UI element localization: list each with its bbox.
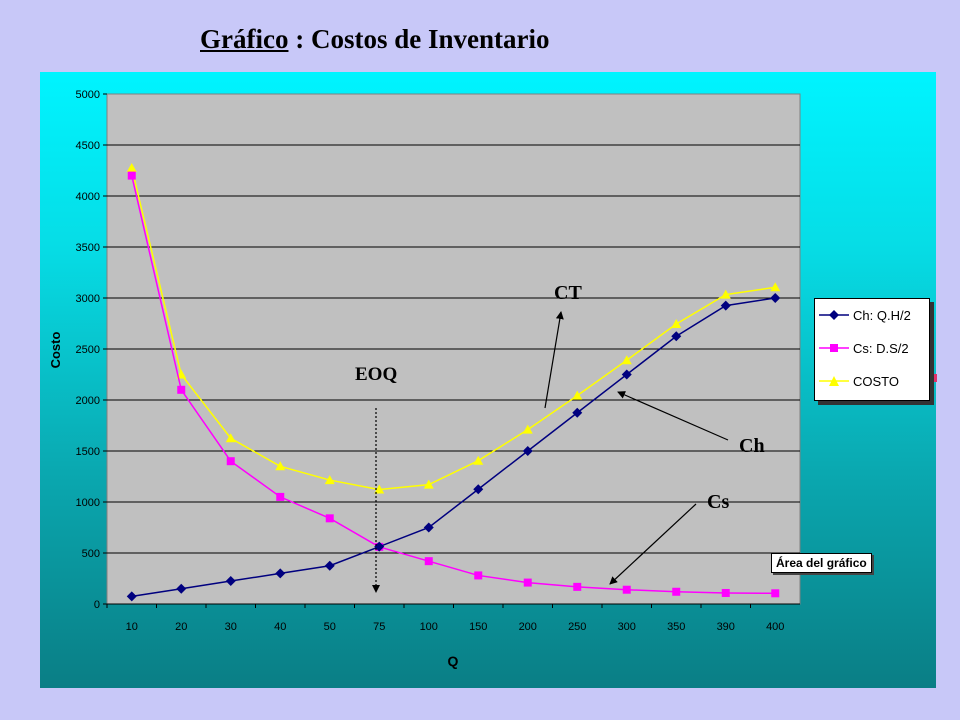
chart-area-tooltip: Área del gráfico (771, 553, 872, 573)
x-tick-label: 40 (274, 621, 286, 633)
legend-swatch-cs (819, 344, 849, 352)
legend-swatch-ch (819, 310, 849, 320)
data-point-s0 (176, 583, 187, 594)
arrow-ch (617, 391, 729, 441)
y-tick-label: 1000 (76, 497, 100, 509)
legend[interactable]: Ch: Q.H/2 Cs: D.S/2 COSTO (814, 298, 930, 401)
x-tick-label: 400 (766, 621, 784, 633)
series-line-1 (131, 175, 776, 595)
x-tick-labels: 10 20 30 40 50 75 100 150 200 250 300 350 390 400 (126, 621, 785, 633)
data-point-s1 (177, 385, 186, 394)
data-point-s1 (573, 582, 582, 591)
legend-item-costo: COSTO (819, 369, 899, 393)
data-point-s0 (423, 522, 434, 533)
chart-area[interactable]: 0 500 1000 1500 2000 2500 3000 3500 4000 4500 5000… (40, 72, 936, 688)
data-point-s0 (324, 560, 335, 571)
annotation-ch: Ch (739, 435, 765, 457)
x-tick-label: 200 (519, 621, 537, 633)
chart-svg: 0 500 1000 1500 2000 2500 3000 3500 4000 4500 5000… (48, 89, 801, 669)
data-point-s0 (621, 369, 632, 380)
x-tick-label: 75 (373, 621, 385, 633)
legend-item-ch: Ch: Q.H/2 (819, 303, 911, 327)
data-point-s2 (770, 282, 781, 292)
data-point-s2 (423, 479, 434, 489)
y-tick-label: 0 (94, 599, 100, 611)
data-point-s1 (771, 589, 780, 598)
y-tick-label: 3500 (76, 242, 100, 254)
y-tick-label: 2500 (76, 344, 100, 356)
data-point-s1 (721, 588, 730, 597)
x-tick-label: 30 (225, 621, 237, 633)
arrow-ct (544, 311, 564, 409)
data-point-s1 (672, 587, 681, 596)
data-point-s0 (374, 541, 385, 552)
arrow-cs (609, 503, 697, 585)
edge-mark (934, 374, 937, 382)
data-point-s0 (126, 591, 137, 602)
data-point-s1 (226, 457, 235, 466)
series-line-2 (131, 167, 776, 491)
data-point-s2 (324, 475, 335, 485)
series-line-0 (131, 297, 776, 598)
y-tick-labels: 0 500 1000 1500 2000 2500 3000 3500 4000 4500 5000 (76, 89, 100, 611)
data-point-s1 (424, 557, 433, 566)
slide-title: Gráfico : Costos de Inventario (200, 24, 549, 55)
x-tick-label: 350 (667, 621, 685, 633)
annotation-cs: Cs (707, 491, 729, 513)
data-point-s0 (275, 568, 286, 579)
data-point-s0 (473, 484, 484, 495)
legend-label-cs: Cs: D.S/2 (853, 340, 909, 356)
data-point-s2 (275, 461, 286, 471)
y-axis-label: Costo (48, 332, 63, 369)
y-tick-label: 5000 (76, 89, 100, 101)
x-tick-label: 10 (126, 621, 138, 633)
data-point-s2 (225, 433, 236, 443)
data-point-s2 (374, 484, 385, 494)
annotation-eoq: EOQ (355, 364, 397, 385)
y-tick-label: 1500 (76, 446, 100, 458)
y-tick-label: 4000 (76, 191, 100, 203)
x-tick-label: 390 (717, 621, 735, 633)
x-tick-label: 20 (175, 621, 187, 633)
annotation-ct: CT (554, 282, 582, 304)
x-tick-label: 150 (469, 621, 487, 633)
slide-title-rest: : Costos de Inventario (288, 24, 550, 54)
data-point-s1 (127, 171, 136, 180)
data-point-s1 (276, 492, 285, 501)
data-point-s0 (720, 300, 731, 311)
data-point-s0 (671, 331, 682, 342)
data-point-s2 (671, 319, 682, 329)
x-tick-label: 100 (420, 621, 438, 633)
x-tick-label: 250 (568, 621, 586, 633)
data-point-s2 (126, 162, 137, 172)
x-tick-label: 50 (324, 621, 336, 633)
data-point-s2 (522, 424, 533, 434)
data-point-s0 (522, 446, 533, 456)
data-point-s2 (621, 355, 632, 365)
data-point-s1 (325, 514, 334, 523)
data-point-s2 (473, 455, 484, 465)
y-tick-label: 4500 (76, 140, 100, 152)
gridlines (103, 93, 800, 608)
data-point-s0 (770, 293, 781, 303)
y-tick-label: 500 (82, 548, 100, 560)
legend-swatch-costo (819, 376, 849, 386)
data-point-s2 (572, 390, 583, 400)
y-tick-label: 2000 (76, 395, 100, 407)
series-group (126, 162, 781, 602)
data-point-s2 (720, 289, 731, 299)
data-point-s1 (622, 585, 631, 594)
x-axis-label: Q (448, 653, 459, 669)
data-point-s1 (474, 571, 483, 580)
legend-label-ch: Ch: Q.H/2 (853, 307, 911, 323)
data-point-s1 (523, 578, 532, 587)
data-point-s0 (225, 576, 236, 587)
x-tick-label: 300 (618, 621, 636, 633)
y-tick-label: 3000 (76, 293, 100, 305)
slide-title-underlined: Gráfico (200, 24, 289, 54)
data-point-s0 (572, 407, 583, 418)
legend-item-cs: Cs: D.S/2 (819, 336, 909, 360)
legend-label-costo: COSTO (853, 373, 899, 389)
